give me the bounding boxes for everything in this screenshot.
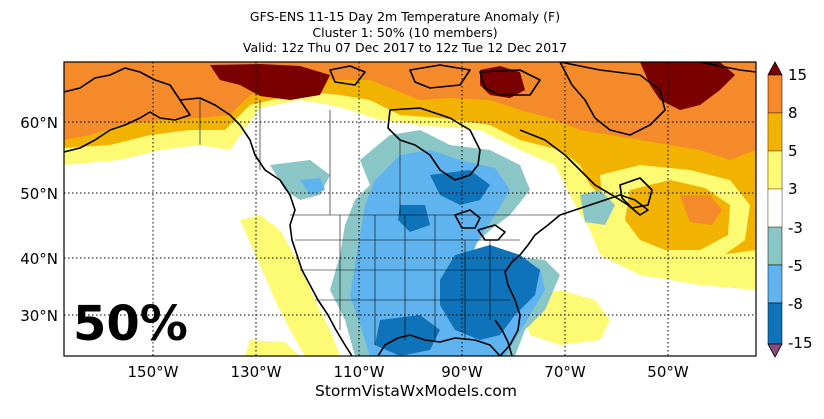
lon-labels: 150°W 130°W 110°W 90°W 70°W 50°W — [128, 363, 689, 381]
colorbar: 15 8 5 3 -3 -5 -8 -15 — [767, 61, 813, 358]
title-line-3: Valid: 12z Thu 07 Dec 2017 to 12z Tue 12… — [242, 40, 568, 55]
site-credit: StormVistaWxModels.com — [0, 382, 824, 400]
cluster-percent-overlay: 50% — [73, 296, 188, 352]
colorbar-min-arrow — [767, 343, 783, 358]
lat-label-60: 60°N — [20, 114, 58, 132]
colorbar-segment-neg8-neg15 — [767, 302, 783, 345]
map-title-block: GFS-ENS 11-15 Day 2m Temperature Anomaly… — [0, 9, 824, 56]
lat-label-30: 30°N — [20, 307, 58, 325]
colorbar-label-neg15: -15 — [788, 334, 813, 352]
colorbar-yellow-band — [768, 151, 782, 189]
lon-label-130w: 130°W — [231, 363, 282, 381]
lat-label-50: 50°N — [20, 185, 58, 203]
lon-label-70w: 70°W — [544, 363, 586, 381]
colorbar-gold-band — [768, 113, 782, 151]
colorbar-label-neg8: -8 — [788, 295, 803, 313]
colorbar-label-neg3: -3 — [788, 219, 803, 237]
colorbar-white-band — [768, 189, 782, 227]
lon-label-150w: 150°W — [128, 363, 179, 381]
colorbar-max-arrow — [767, 61, 783, 76]
colorbar-orange-band — [768, 75, 782, 113]
title-line-2: Cluster 1: 50% (10 members) — [312, 24, 498, 40]
colorbar-label-3: 3 — [788, 180, 798, 198]
colorbar-label-8: 8 — [788, 104, 798, 122]
lat-label-40: 40°N — [20, 250, 58, 268]
coastlines-borders — [64, 62, 756, 356]
lon-label-50w: 50°W — [647, 363, 689, 381]
colorbar-label-5: 5 — [788, 142, 798, 160]
map-plot-area — [64, 62, 756, 356]
title-line-1: GFS-ENS 11-15 Day 2m Temperature Anomaly… — [249, 9, 561, 24]
lon-label-90w: 90°W — [441, 363, 483, 381]
lat-labels: 60°N 50°N 40°N 30°N — [20, 114, 58, 325]
state-borders — [199, 98, 560, 345]
colorbar-segment-neg3-neg5 — [767, 226, 783, 266]
colorbar-label-neg5: -5 — [788, 257, 803, 275]
map-frame — [63, 61, 757, 357]
graticule — [64, 62, 756, 356]
lon-label-110w: 110°W — [334, 363, 385, 381]
site-credit-text: StormVistaWxModels.com — [315, 382, 517, 400]
warm-anomaly-layer — [64, 62, 756, 356]
colorbar-label-15: 15 — [788, 66, 807, 84]
colorbar-segment-neg5-neg8 — [767, 264, 783, 304]
